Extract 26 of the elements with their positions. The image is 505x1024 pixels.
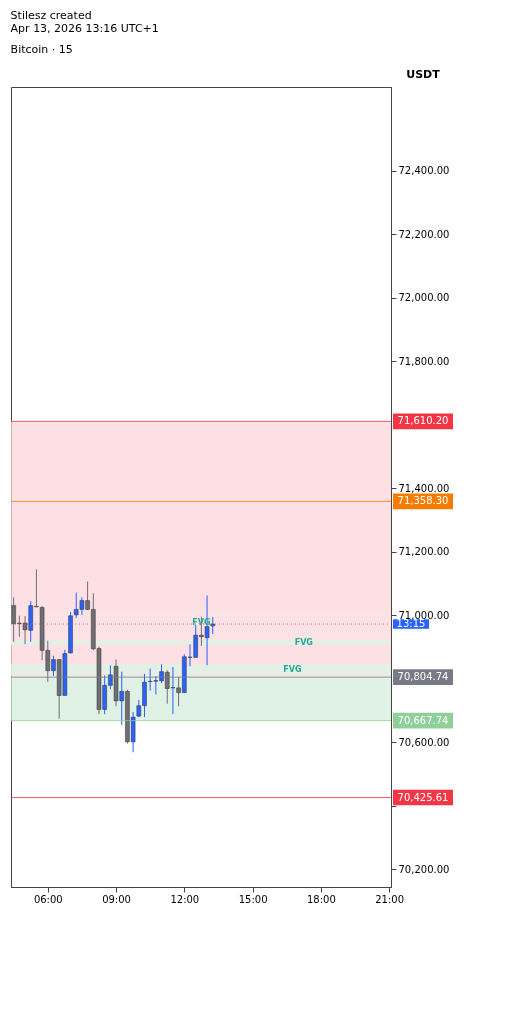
y-tick-label: 72,400.00 [398,165,450,177]
ref-line-label: 70,425.61 [397,791,449,803]
y-axis-title: USDT [406,68,441,81]
text: Apr 13, 2026 13:16 UTC+1 [10,22,159,35]
text: 13:15 [396,618,426,630]
y-tick-label: 71,200.00 [398,546,450,558]
x-tick-label: 21:00 [375,893,405,905]
x-tick-label: 09:00 [102,893,131,905]
ref-line-label: 70,667.74 [397,714,449,726]
annotation: FVG [294,637,313,647]
x-tick-label: 12:00 [170,893,200,905]
x-tick-label: 18:00 [306,893,336,905]
ref-line-label: 71,358.30 [397,495,449,507]
text: Stilesz created [10,9,92,22]
chart-title: Bitcoin · 15 [10,43,73,56]
y-tick-label: 70,200.00 [398,863,450,875]
y-tick-label: 70,600.00 [398,736,450,748]
x-tick-label: 06:00 [33,893,63,905]
y-tick-label: 71,800.00 [398,355,450,367]
x-tick-label: 15:00 [238,893,268,905]
y-tick-label: 72,000.00 [398,292,450,304]
annotation: FVG [283,665,302,675]
ref-line-label: 71,610.20 [397,415,449,427]
ref-line-label: 70,804.74 [397,671,449,683]
y-tick-label: 72,200.00 [398,228,450,240]
y-tick-label: 71,400.00 [398,482,450,494]
